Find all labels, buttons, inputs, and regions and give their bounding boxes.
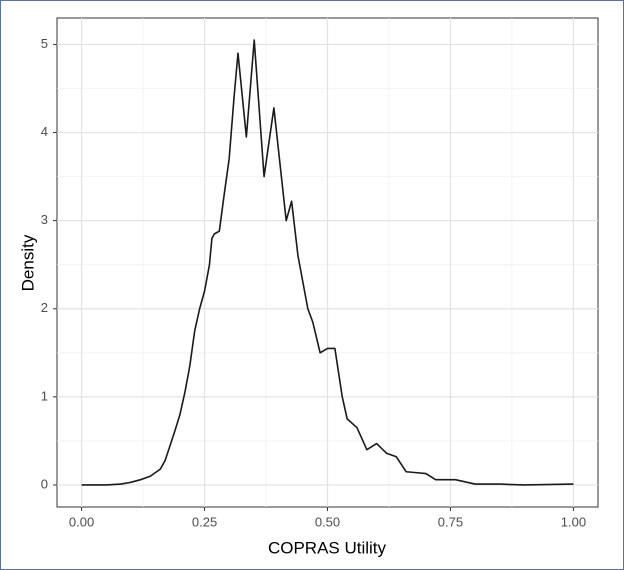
x-tick-label: 1.00 bbox=[561, 514, 586, 529]
y-tick-label: 1 bbox=[41, 388, 48, 403]
grid bbox=[57, 18, 598, 507]
x-tick-label: 0.00 bbox=[69, 514, 94, 529]
y-tick-label: 2 bbox=[41, 300, 48, 315]
y-tick-label: 3 bbox=[41, 212, 48, 227]
y-tick-label: 0 bbox=[41, 476, 48, 491]
density-line bbox=[81, 39, 574, 486]
y-tick-label: 5 bbox=[41, 36, 48, 51]
x-tick-label: 0.50 bbox=[315, 514, 340, 529]
y-tick-label: 4 bbox=[41, 124, 48, 139]
x-axis-title: COPRAS Utility bbox=[268, 538, 387, 557]
x-tick-label: 0.75 bbox=[438, 514, 463, 529]
y-axis-title: Density bbox=[18, 234, 37, 291]
x-tick-label: 0.25 bbox=[192, 514, 217, 529]
